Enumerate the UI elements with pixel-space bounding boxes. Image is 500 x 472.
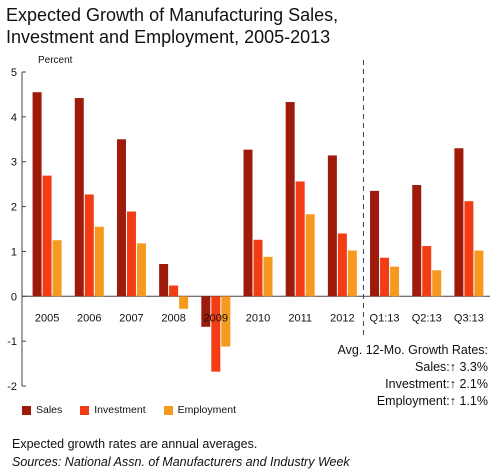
x-tick-label: 2010 (246, 312, 270, 324)
bar-investment-2007 (126, 211, 136, 297)
bar-employment-2005 (52, 240, 62, 297)
y-tick-label: 1 (11, 246, 17, 258)
y-tick-label: 2 (11, 202, 17, 214)
bar-sales-q113 (370, 190, 380, 297)
chart-title-line-1: Expected Growth of Manufacturing Sales, (6, 5, 339, 25)
bar-employment-2007 (136, 243, 146, 297)
bar-sales-2012 (327, 155, 337, 297)
bar-sales-2005 (32, 92, 42, 297)
bar-employment-q313 (474, 250, 484, 297)
bar-investment-2011 (295, 181, 305, 297)
footnote: Expected growth rates are annual average… (12, 437, 258, 451)
y-tick-label: 4 (11, 112, 17, 124)
y-axis-label: Percent (38, 55, 73, 66)
legend-label-sales: Sales (36, 404, 63, 416)
x-tick-label: 2006 (77, 312, 101, 324)
bar-employment-2008 (179, 296, 189, 309)
average-sales-line: Sales:↑ 3.3% (415, 360, 488, 374)
y-tick-label: 5 (11, 67, 17, 79)
x-tick-label: Q1:13 (370, 312, 400, 324)
legend-label-investment: Investment (94, 404, 146, 416)
bar-sales-2011 (285, 102, 295, 297)
chart-legend: Sales Investment Employment (22, 404, 236, 416)
x-tick-label: 2007 (119, 312, 143, 324)
bar-employment-2006 (94, 226, 104, 297)
legend-label-employment: Employment (177, 404, 236, 416)
x-tick-label: Q2:13 (412, 312, 442, 324)
bar-sales-2007 (116, 139, 126, 297)
x-tick-label: 2009 (204, 312, 228, 324)
bar-investment-2006 (84, 194, 94, 297)
bar-investment-2008 (169, 285, 179, 297)
x-tick-label: 2011 (288, 312, 312, 324)
average-growth-heading: Avg. 12-Mo. Growth Rates: (337, 343, 488, 357)
bar-employment-2010 (263, 256, 273, 297)
y-tick-label: 3 (11, 157, 17, 169)
legend-item-sales: Sales (22, 404, 62, 416)
x-tick-label: 2005 (35, 312, 59, 324)
bar-sales-2009 (201, 296, 211, 327)
y-tick-label: 0 (11, 291, 17, 303)
bar-investment-q313 (464, 201, 474, 297)
bar-employment-2009 (221, 296, 231, 347)
bar-sales-q313 (454, 148, 464, 297)
bar-sales-2010 (243, 149, 253, 297)
bar-investment-2009 (211, 296, 221, 372)
source-note: Sources: National Assn. of Manufacturers… (12, 455, 350, 469)
legend-item-employment: Employment (163, 404, 236, 416)
average-employment-line: Employment:↑ 1.1% (376, 394, 488, 408)
bar-employment-q213 (432, 270, 442, 297)
bar-investment-2010 (253, 239, 263, 297)
bar-sales-2006 (74, 98, 84, 297)
bar-investment-2005 (42, 175, 52, 297)
chart-title-line-2: Investment and Employment, 2005-2013 (6, 27, 331, 47)
y-tick-label: -1 (7, 336, 17, 348)
bar-investment-q113 (380, 257, 390, 297)
bar-investment-2012 (337, 233, 347, 297)
legend-item-investment: Investment (80, 404, 146, 416)
legend-swatch-sales (22, 405, 31, 415)
bar-sales-2008 (159, 263, 169, 297)
x-tick-label: 2012 (330, 312, 354, 324)
x-tick-label: 2008 (161, 312, 185, 324)
average-growth-box: Avg. 12-Mo. Growth Rates: Sales:↑ 3.3% I… (337, 342, 488, 410)
y-tick-label: -2 (7, 381, 17, 393)
bar-employment-2011 (305, 214, 315, 297)
average-investment-line: Investment:↑ 2.1% (385, 377, 488, 391)
bar-employment-2012 (347, 250, 357, 297)
legend-swatch-employment (163, 405, 173, 415)
chart-title: Expected Growth of Manufacturing Sales, … (6, 4, 338, 48)
x-tick-label: Q3:13 (454, 312, 484, 324)
bar-employment-q113 (390, 266, 400, 297)
bar-investment-q213 (422, 246, 432, 297)
legend-swatch-investment (80, 405, 90, 415)
bar-sales-q213 (412, 185, 422, 297)
